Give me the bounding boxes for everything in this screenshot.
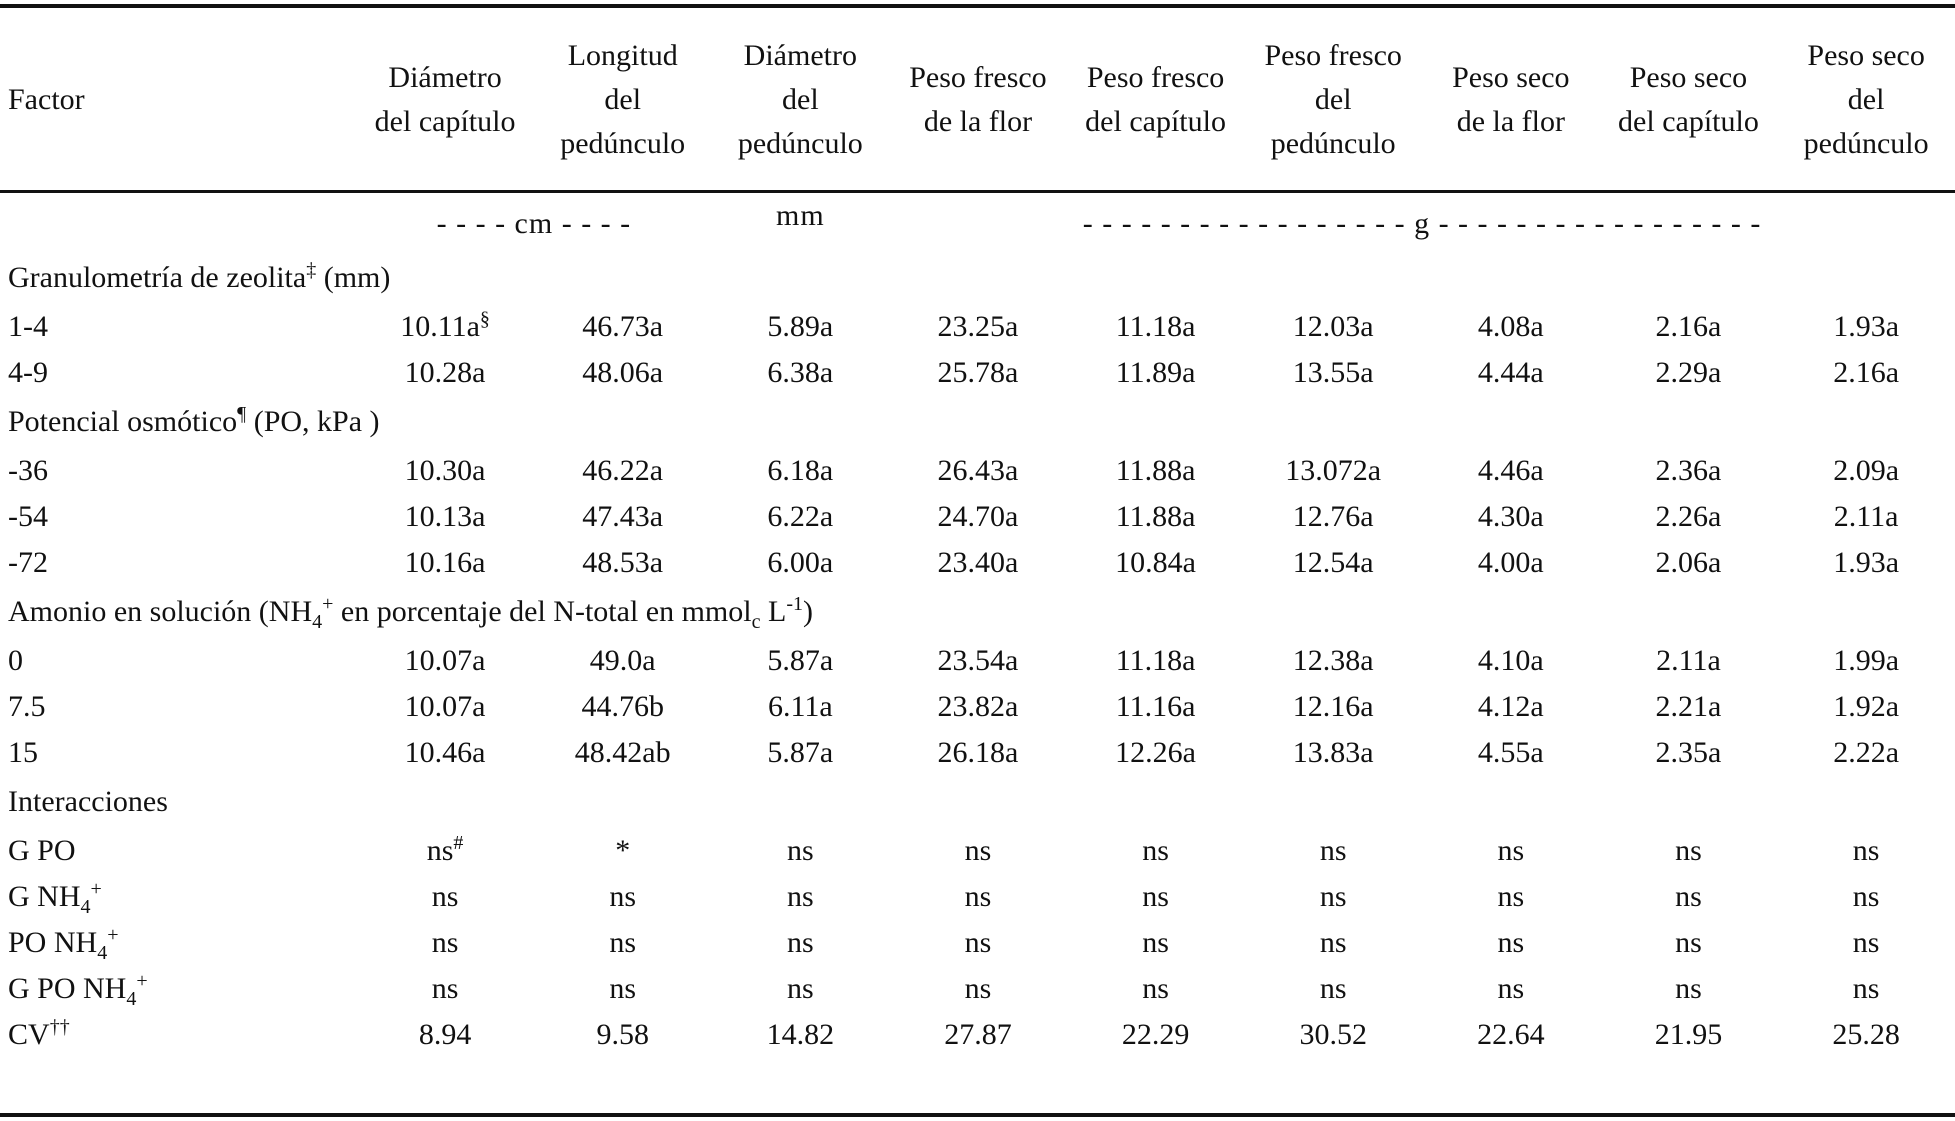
table-row: 1-4 10.11a§ 46.73a 5.89a 23.25a 11.18a 1… xyxy=(8,308,1900,343)
column-header: Peso seco del capítulo xyxy=(1618,61,1759,138)
column-header: Peso seco del pedúnculo xyxy=(1803,39,1929,160)
group-header: Interacciones xyxy=(8,785,168,818)
table-row: 0 10.07a 49.0a 5.87a 23.54a 11.18a 12.38… xyxy=(8,644,1900,677)
header-row: Factor Diámetro del capítulo Longitud del p… xyxy=(0,10,1955,190)
column-header: Peso fresco del pedúnculo xyxy=(1264,39,1402,160)
results-table: Factor Diámetro del capítulo Longitud del p… xyxy=(0,10,1955,1058)
units-cm: - - - - cm - - - - xyxy=(436,207,632,240)
top-rule xyxy=(0,4,1955,8)
header-rule xyxy=(0,190,1955,193)
column-header: Diámetro del pedúnculo xyxy=(737,39,863,160)
table-row: 4-9 10.28a 48.06a 6.38a 25.78a 11.89a 13… xyxy=(8,356,1900,389)
table-row: G NH4+ ns ns ns ns ns ns ns ns ns xyxy=(8,878,1880,918)
group-header: Amonio en solución (NH4+ en porcentaje d… xyxy=(8,593,813,633)
table-row: -72 10.16a 48.53a 6.00a 23.40a 10.84a 12… xyxy=(8,546,1900,579)
units-row: - - - - cm - - - - mm - - - - - - - - - … xyxy=(0,190,1955,252)
column-header: Peso fresco de la flor xyxy=(909,61,1047,138)
units-mm: mm xyxy=(775,199,825,232)
units-g: - - - - - - - - - - - - - - - - - g - - … xyxy=(1082,207,1762,240)
factor-header: Factor xyxy=(8,83,85,116)
cv-row: CV†† 8.94 9.58 14.82 27.87 22.29 30.52 2… xyxy=(8,1016,1900,1051)
group-header: Granulometría de zeolita‡ (mm) xyxy=(8,259,391,294)
table-row: -36 10.30a 46.22a 6.18a 26.43a 11.88a 13… xyxy=(8,454,1900,487)
group-header: Potencial osmótico¶ (PO, kPa ) xyxy=(8,403,380,438)
table-row: -54 10.13a 47.43a 6.22a 24.70a 11.88a 12… xyxy=(8,500,1899,533)
column-header: Longitud del pedúnculo xyxy=(560,39,686,160)
table-row: G PO ns# * ns ns ns ns ns ns ns xyxy=(8,832,1880,867)
column-header: Peso seco de la flor xyxy=(1452,61,1570,138)
table-row: PO NH4+ ns ns ns ns ns ns ns ns ns xyxy=(8,924,1880,964)
table-row: 15 10.46a 48.42ab 5.87a 26.18a 12.26a 13… xyxy=(8,736,1900,769)
table-row: G PO NH4+ ns ns ns ns ns ns ns ns ns xyxy=(8,970,1880,1010)
column-header: Peso fresco del capítulo xyxy=(1085,61,1226,138)
column-header: Diámetro del capítulo xyxy=(374,61,516,138)
bottom-rule xyxy=(0,1113,1955,1117)
table-row: 7.5 10.07a 44.76b 6.11a 23.82a 11.16a 12… xyxy=(8,690,1900,723)
